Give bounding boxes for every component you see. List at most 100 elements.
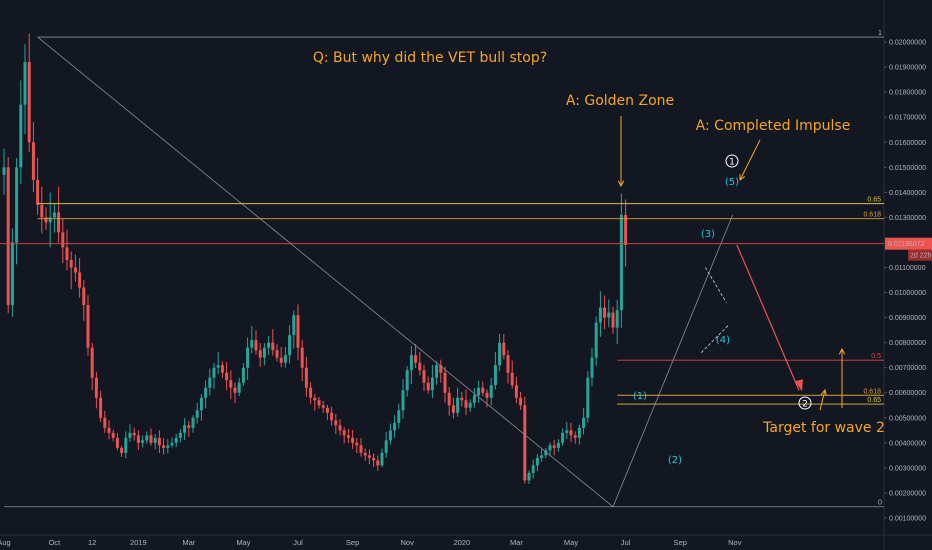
candle-body	[86, 305, 90, 348]
x-tick-label: 12	[88, 538, 96, 547]
candle-body	[359, 445, 363, 453]
y-tick-label: 0.00200000	[889, 490, 926, 497]
x-tick-label: Nov	[728, 538, 742, 547]
projection-arrow-head	[795, 379, 803, 392]
y-tick-label: 0.01900000	[889, 65, 926, 72]
candle-body	[519, 397, 523, 406]
candle-body	[321, 405, 325, 408]
candle-body	[405, 370, 409, 391]
candle-body	[254, 340, 258, 351]
candle-body	[456, 397, 460, 413]
x-tick-label: 2020	[453, 538, 470, 547]
candle-body	[216, 365, 220, 368]
candle-body	[380, 452, 384, 466]
candle-body	[615, 310, 619, 328]
x-tick-label: Nov	[401, 538, 415, 547]
y-tick-label: 0.01500000	[889, 165, 926, 172]
candle-body	[330, 412, 334, 421]
candle-body	[145, 435, 149, 441]
candle-body	[426, 382, 430, 391]
y-tick-label: 0.01400000	[889, 190, 926, 197]
fib-level-label: 0.65	[867, 397, 881, 404]
candle-body	[212, 367, 216, 378]
last-price-label: 0.01195072	[888, 241, 925, 248]
candle-body	[598, 307, 602, 323]
candle-body	[40, 204, 44, 218]
fib-levels: 0.65 0.618 0.5 0.618 0.65	[37, 197, 884, 405]
circled-1-ring	[725, 154, 739, 168]
price-axis[interactable]: 0.02000000 0.01900000 0.01800000 0.01700000…	[884, 40, 932, 523]
candle-body	[430, 377, 434, 391]
fib-1-label: 1	[878, 30, 882, 37]
candle-body	[208, 377, 212, 388]
fib-level-label: 0.618	[863, 212, 881, 219]
countdown-tag	[908, 249, 932, 261]
candle-body	[531, 465, 535, 473]
wave2-arrow-up-head	[838, 347, 846, 355]
annotation-golden-zone: A: Golden Zone	[566, 93, 674, 109]
countdown-label: 2d 22h	[910, 253, 932, 260]
candle-body	[376, 460, 380, 466]
candle-body	[48, 217, 52, 223]
candle-body	[157, 437, 161, 446]
candle-body	[128, 432, 132, 438]
candle-body	[271, 342, 275, 351]
candle-body	[535, 457, 539, 466]
candle-body	[472, 395, 476, 403]
candle-body	[582, 417, 586, 428]
candle-body	[111, 432, 115, 438]
candle-body	[451, 405, 455, 413]
y-tick-label: 0.02000000	[889, 40, 926, 47]
candle-body	[220, 365, 224, 373]
candle-body	[565, 430, 569, 433]
candle-body	[464, 400, 468, 408]
candle-body	[52, 212, 56, 218]
retracement-diagonal	[37, 36, 614, 508]
impulse-arrow-head	[739, 173, 746, 181]
y-tick-label: 0.00800000	[889, 340, 926, 347]
y-tick-label: 0.00600000	[889, 390, 926, 397]
annotation-target-wave2: Target for wave 2	[762, 420, 885, 436]
candle-body	[262, 347, 266, 358]
fib-0-label: 0	[878, 500, 882, 507]
candle-body	[225, 372, 229, 381]
y-tick-label: 0.00700000	[889, 365, 926, 372]
x-tick-label: Jul	[621, 538, 631, 547]
candle-body	[250, 340, 254, 348]
time-axis[interactable]: Aug Oct 12 2019 Mar May Jul Sep Nov 2020 Mar May Jul…	[0, 538, 742, 547]
wave-label-4: (4)	[716, 335, 730, 346]
candle-body	[204, 387, 208, 398]
candle-body	[78, 272, 82, 288]
candle-body	[27, 62, 31, 143]
candle-body	[346, 435, 350, 438]
candle-body	[393, 422, 397, 431]
circled-2-ring	[798, 396, 812, 410]
golden-zone-arrow-head	[617, 180, 625, 188]
candle-body	[422, 370, 426, 383]
candle-body	[523, 405, 527, 481]
y-tick-label: 0.01700000	[889, 115, 926, 122]
candle-body	[69, 259, 73, 268]
candle-body	[229, 380, 233, 388]
candle-body	[304, 367, 308, 388]
candle-body	[435, 365, 439, 378]
candle-body	[246, 347, 250, 368]
candle-body	[44, 217, 48, 223]
y-tick-label: 0.00300000	[889, 465, 926, 472]
candle-body	[61, 232, 65, 248]
candle-body	[502, 342, 506, 356]
candle-body	[569, 430, 573, 436]
wedge-lower	[700, 324, 729, 353]
candle-body	[153, 437, 157, 443]
candle-body	[561, 432, 565, 443]
candle-body	[460, 397, 464, 401]
candle-body	[23, 62, 27, 105]
candle-body	[107, 427, 111, 433]
candle-body	[6, 167, 10, 306]
wave2-arrow-small-head	[820, 388, 827, 396]
y-tick-label: 0.01100000	[889, 265, 926, 272]
candle-body	[418, 362, 422, 371]
x-tick-label: May	[236, 538, 250, 547]
candle-body	[120, 447, 124, 453]
impulse-trendline	[612, 214, 734, 507]
